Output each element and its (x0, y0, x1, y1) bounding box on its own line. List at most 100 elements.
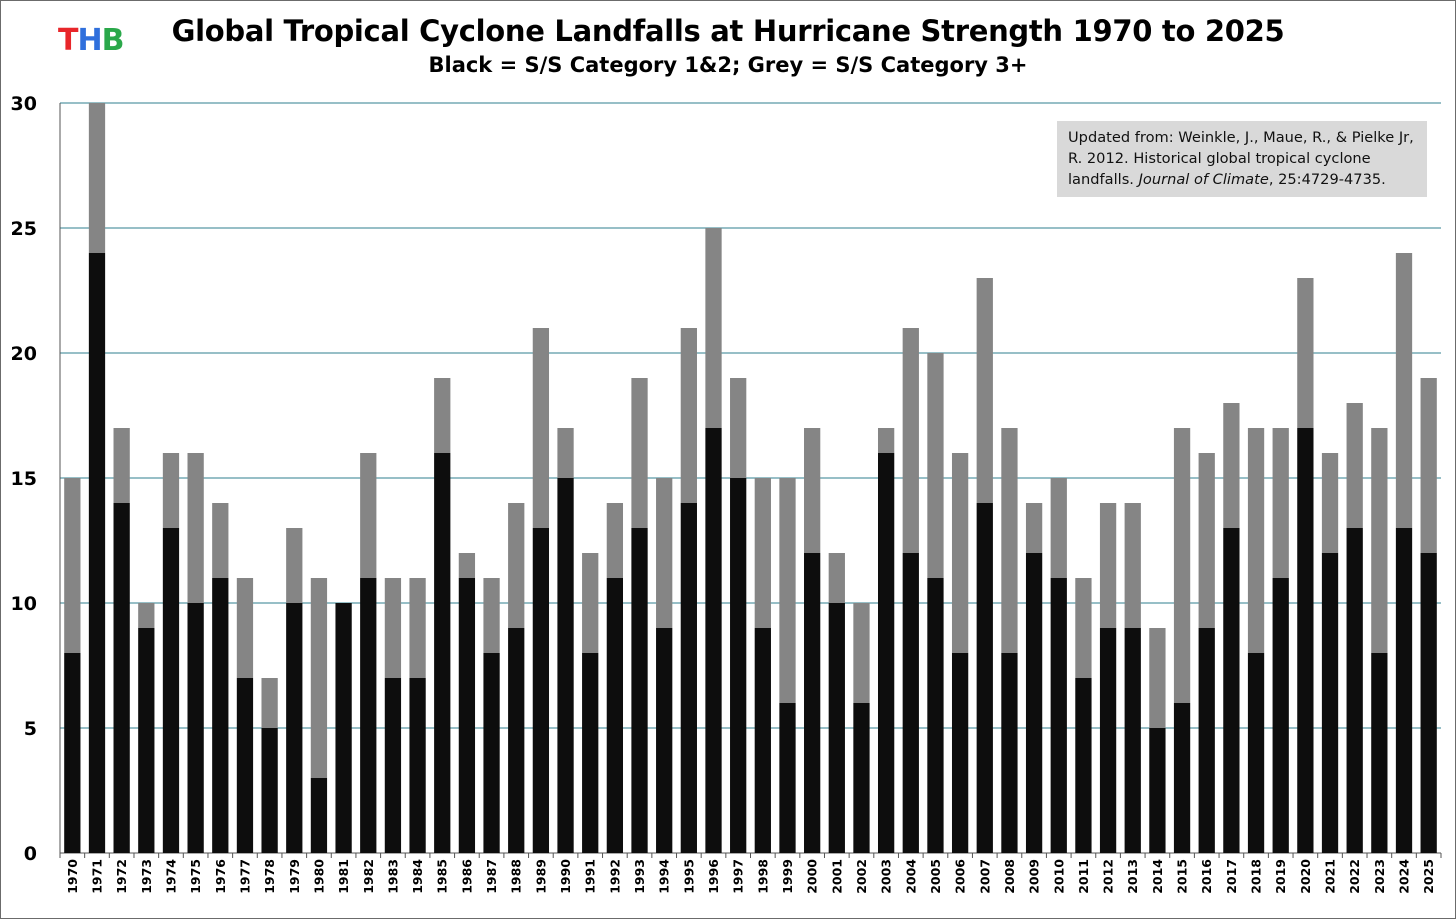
x-tick-label: 1991 (583, 859, 598, 894)
x-tick-label: 2003 (879, 859, 894, 894)
x-tick-label: 1973 (139, 859, 154, 894)
y-tick-label: 15 (11, 468, 37, 490)
bar-cat12 (877, 453, 895, 853)
bar-cat12 (88, 253, 106, 853)
x-tick-label: 2022 (1347, 859, 1362, 894)
bar-cat12 (360, 578, 377, 853)
x-tick-label: 1987 (484, 859, 499, 894)
bar-cat12 (434, 453, 451, 853)
bar-cat12 (1395, 528, 1413, 853)
bar-cat3plus (631, 378, 648, 528)
bar-cat3plus (976, 278, 993, 503)
bar-cat3plus (779, 478, 796, 703)
bar-cat12 (162, 528, 180, 853)
bar-cat3plus (236, 578, 254, 678)
bar-cat12 (1124, 628, 1141, 853)
bar-cat12 (656, 628, 673, 853)
x-tick-label: 2012 (1101, 859, 1116, 894)
x-tick-label: 1997 (731, 859, 746, 894)
x-tick-label: 2024 (1397, 859, 1412, 894)
bar-cat12 (1297, 428, 1314, 853)
x-tick-label: 2019 (1273, 859, 1288, 894)
bar-cat3plus (1247, 428, 1265, 653)
bar-cat3plus (705, 228, 722, 428)
x-tick-label: 1979 (287, 859, 302, 894)
bar-cat3plus (88, 103, 106, 253)
x-tick-label: 1983 (385, 859, 400, 894)
bar-cat12 (582, 653, 599, 853)
bar-cat12 (64, 653, 81, 853)
bar-cat12 (853, 703, 870, 853)
bar-cat12 (1223, 528, 1240, 853)
bar-cat3plus (804, 428, 821, 553)
bar-cat3plus (1420, 378, 1437, 553)
x-tick-label: 1998 (755, 859, 770, 894)
source-citation: , 25:4729-4735. (1268, 171, 1386, 188)
y-tick-label: 25 (11, 218, 37, 240)
logo-letter-b: B (101, 23, 125, 58)
x-tick-label: 2014 (1150, 859, 1165, 894)
bar-cat3plus (113, 428, 130, 503)
bar-cat3plus (409, 578, 426, 678)
source-text: Updated from: Weinkle, J., Maue, R., & P… (1068, 129, 1414, 188)
bar-cat3plus (458, 553, 476, 578)
bar-cat12 (631, 528, 648, 853)
bar-cat3plus (1173, 428, 1191, 703)
bar-cat12 (409, 678, 426, 853)
bar-cat12 (138, 628, 155, 853)
bar-cat3plus (212, 503, 229, 578)
bar-cat3plus (877, 428, 895, 453)
x-tick-label: 1995 (681, 859, 696, 894)
bar-cat12 (113, 503, 130, 853)
bar-cat12 (828, 603, 845, 853)
x-tick-label: 2001 (829, 859, 844, 894)
bar-cat12 (779, 703, 796, 853)
bar-cat12 (532, 528, 550, 853)
bar-cat12 (310, 778, 328, 853)
bar-cat12 (951, 653, 969, 853)
logo-letter-h: H (77, 23, 102, 58)
bar-cat3plus (1346, 403, 1363, 528)
bar-cat3plus (434, 378, 451, 453)
bar-cat12 (1099, 628, 1117, 853)
bar-cat3plus (1321, 453, 1339, 553)
bar-cat3plus (1198, 453, 1215, 628)
x-tick-label: 1971 (89, 859, 104, 894)
bar-cat3plus (1124, 503, 1141, 628)
x-tick-label: 2010 (1051, 859, 1066, 894)
bar-cat3plus (1099, 503, 1117, 628)
bar-cat3plus (582, 553, 599, 653)
bar-cat12 (976, 503, 993, 853)
y-tick-label: 20 (11, 343, 37, 365)
bar-cat12 (335, 603, 352, 853)
x-tick-label: 1994 (657, 859, 672, 894)
bar-cat3plus (360, 453, 377, 578)
bar-cat3plus (606, 503, 624, 578)
bar-cat12 (212, 578, 229, 853)
bar-cat12 (286, 603, 303, 853)
bar-cat3plus (310, 578, 328, 778)
bar-cat3plus (384, 578, 402, 678)
bar-cat3plus (853, 603, 870, 703)
bar-cat12 (458, 578, 476, 853)
x-tick-label: 1990 (558, 859, 573, 894)
x-tick-label: 2007 (977, 859, 992, 894)
bar-cat12 (680, 503, 697, 853)
bar-cat3plus (64, 478, 81, 653)
x-tick-label: 1981 (336, 859, 351, 894)
bar-cat3plus (138, 603, 155, 628)
bar-cat3plus (828, 553, 845, 603)
bar-cat3plus (902, 328, 919, 553)
bar-cat12 (902, 553, 919, 853)
x-tick-label: 2021 (1323, 859, 1338, 894)
y-tick-label: 30 (11, 93, 37, 115)
logo-letter-t: T (58, 23, 78, 58)
bar-cat3plus (1001, 428, 1018, 653)
bar-cat3plus (1149, 628, 1166, 728)
bar-cat12 (927, 578, 944, 853)
x-tick-label: 2008 (1002, 859, 1017, 894)
x-tick-label: 2025 (1421, 859, 1436, 894)
y-tick-label: 5 (24, 718, 37, 740)
y-tick-label: 0 (24, 843, 37, 865)
